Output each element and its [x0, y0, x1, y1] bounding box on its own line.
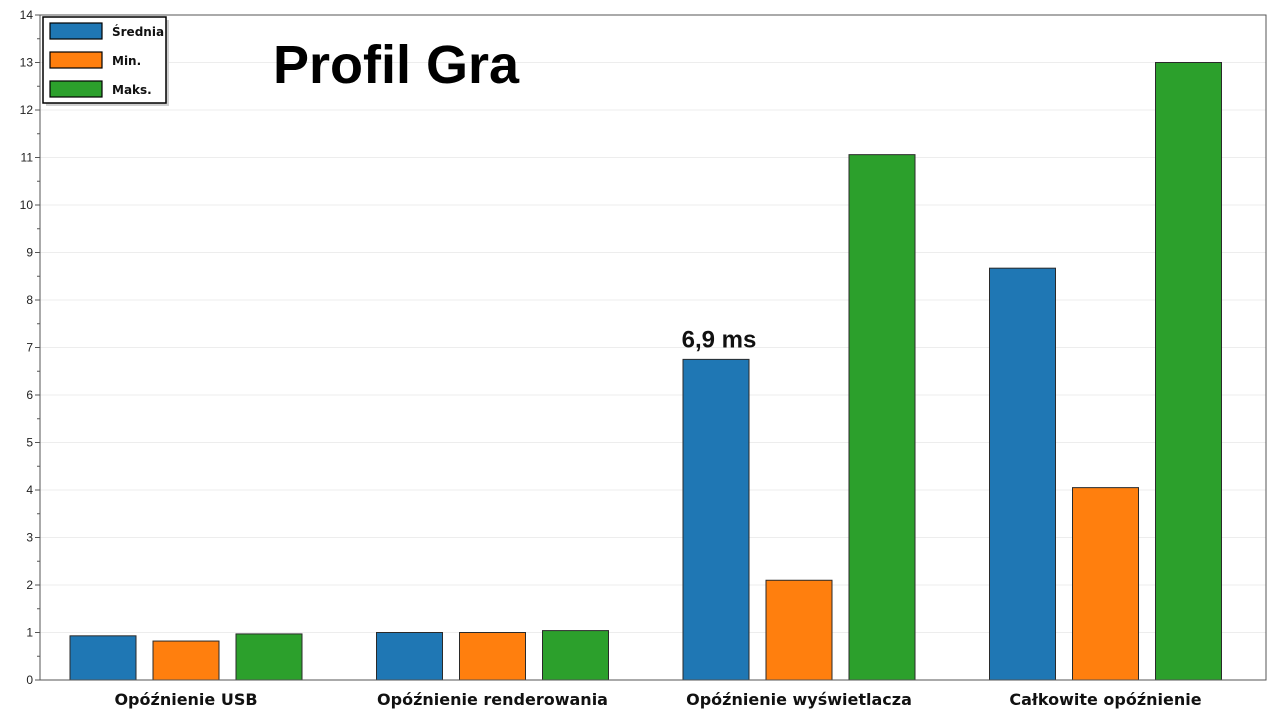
bar — [152, 640, 220, 681]
legend-swatch — [49, 22, 103, 40]
bar — [235, 633, 303, 681]
y-tick-label: 11 — [21, 151, 34, 165]
y-tick-label: 12 — [20, 103, 34, 117]
x-tick-label: Całkowite opóźnienie — [1009, 690, 1201, 709]
legend-swatch — [49, 51, 103, 69]
y-tick-label: 1 — [26, 626, 33, 640]
bar — [542, 630, 609, 681]
bar — [765, 579, 833, 681]
bar — [376, 632, 443, 681]
y-tick-label: 9 — [26, 246, 33, 260]
y-tick-label: 4 — [26, 483, 33, 497]
bars — [69, 62, 1222, 681]
y-tick-label: 0 — [26, 673, 33, 687]
y-tick-label: 5 — [26, 436, 33, 450]
legend-swatch — [49, 80, 103, 98]
bar — [1155, 62, 1222, 681]
y-tick-label: 6 — [26, 388, 33, 402]
bar — [989, 267, 1056, 681]
bar — [848, 154, 916, 681]
bar — [69, 635, 137, 681]
y-tick-label: 2 — [26, 578, 33, 592]
y-tick-label: 7 — [26, 341, 33, 355]
y-tick-label: 13 — [20, 56, 34, 70]
y-tick-label: 10 — [20, 198, 34, 212]
legend-label: Min. — [112, 54, 141, 68]
x-tick-label: Opóźnienie wyświetlacza — [686, 690, 912, 709]
legend-label: Maks. — [112, 83, 152, 97]
bar — [459, 632, 526, 681]
y-tick-label: 8 — [26, 293, 33, 307]
legend: Średnia Min. Maks. — [42, 16, 169, 106]
plot-frame — [39, 14, 1267, 681]
y-tick-label: 3 — [26, 531, 33, 545]
chart-title: Profil Gra — [273, 35, 520, 95]
x-tick-label: Opóźnienie renderowania — [377, 690, 608, 709]
annotations: 6,9 ms — [682, 326, 757, 353]
legend-items: Średnia Min. Maks. — [49, 22, 164, 98]
bar — [682, 358, 750, 681]
legend-label: Średnia — [112, 24, 164, 39]
x-tick-label: Opóźnienie USB — [114, 690, 257, 709]
y-tick-label: 14 — [20, 8, 34, 22]
x-axis: Opóźnienie USB Opóźnienie renderowania Opó… — [114, 690, 1201, 709]
grid-lines — [40, 14, 1266, 681]
bar — [1072, 487, 1139, 681]
data-annotation: 6,9 ms — [682, 326, 757, 353]
